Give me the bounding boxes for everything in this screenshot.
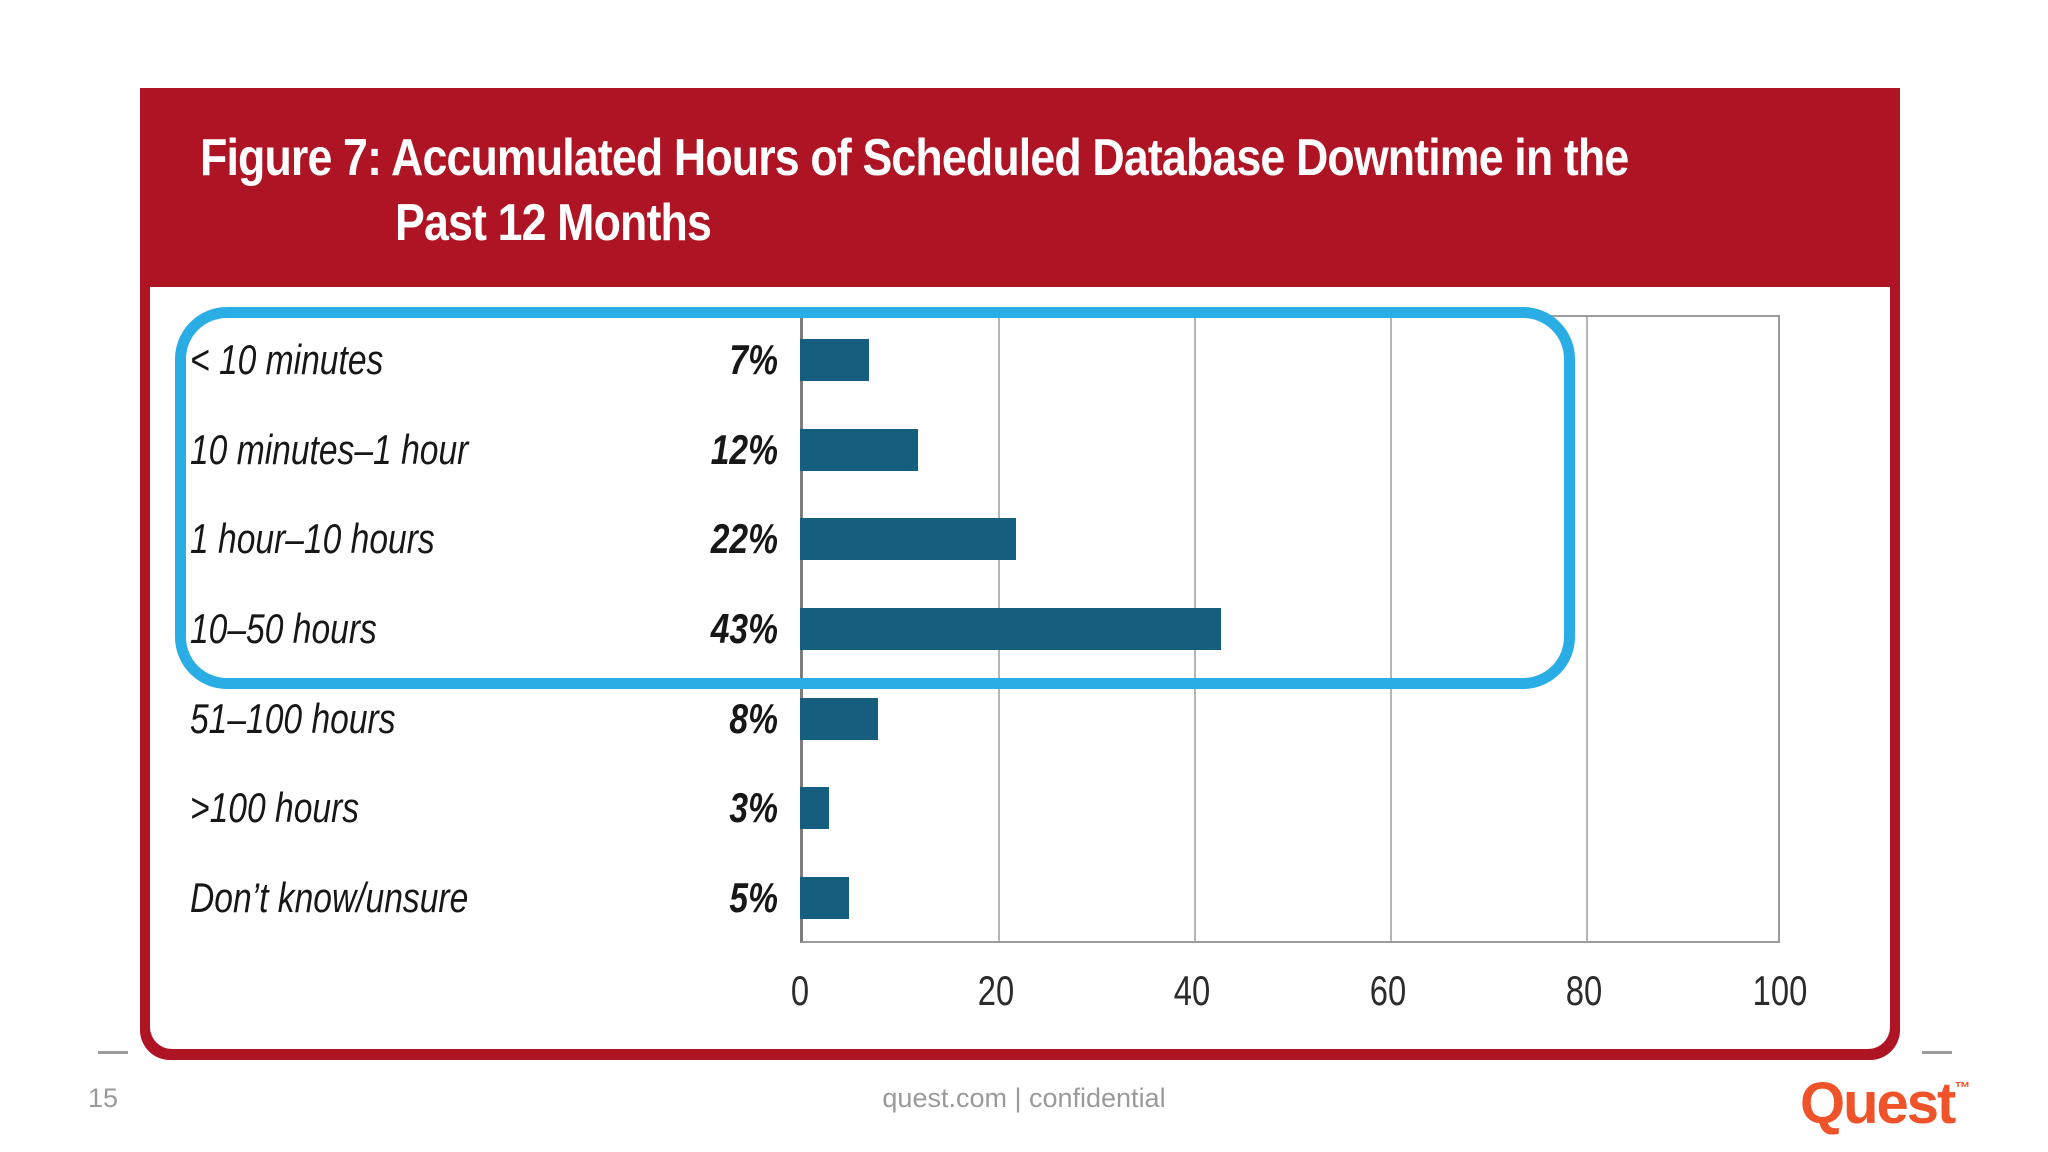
chart-row: 51–100 hours 8%: [190, 674, 1780, 764]
x-tick-40: 40: [1173, 967, 1211, 1014]
bar: [800, 787, 830, 830]
value-label: 3%: [729, 784, 778, 832]
gridline-60: [1390, 317, 1392, 941]
bar-zone: [800, 584, 1780, 674]
x-axis-ticks: 0 20 40 60 80 100: [791, 967, 1807, 1014]
category-label: 1 hour–10 hours: [190, 515, 435, 563]
bar-zone: [800, 764, 1780, 854]
x-tick-0: 0: [790, 967, 810, 1014]
category-label: >100 hours: [190, 784, 360, 832]
value-label: 8%: [729, 694, 778, 742]
footer-right-rule: [1922, 1051, 1952, 1054]
footer-left-rule: [98, 1051, 128, 1054]
chart-row: 10–50 hours 43%: [190, 584, 1780, 674]
x-tick-100: 100: [1752, 967, 1808, 1014]
bar-zone: [800, 494, 1780, 584]
category-label: 10 minutes–1 hour: [190, 425, 469, 473]
x-tick-80: 80: [1565, 967, 1603, 1014]
category-label: 10–50 hours: [190, 605, 377, 653]
gridline-80: [1586, 317, 1588, 941]
bar-zone: [800, 315, 1780, 405]
value-label: 5%: [729, 874, 778, 922]
value-label: 12%: [710, 425, 778, 473]
category-label: Don’t know/unsure: [190, 874, 469, 922]
chart-row: 10 minutes–1 hour 12%: [190, 405, 1780, 495]
x-tick-60: 60: [1369, 967, 1407, 1014]
value-label: 7%: [729, 335, 778, 383]
chart-row: < 10 minutes 7%: [190, 315, 1780, 405]
bar-zone: [800, 674, 1780, 764]
value-label: 43%: [710, 605, 778, 653]
chart-row: 1 hour–10 hours 22%: [190, 494, 1780, 584]
slide-panel: Figure 7: Accumulated Hours of Scheduled…: [140, 88, 1900, 1060]
bar-zone: [800, 405, 1780, 495]
bar-rows: < 10 minutes 7% 10 minutes–1 hour 12% 1 hour…: [190, 315, 1780, 943]
page-number: 15: [88, 1083, 119, 1113]
trademark-symbol: ™: [1954, 1080, 1971, 1097]
bar: [800, 428, 918, 471]
bar: [800, 697, 879, 740]
chart-card: 0 20 40 60 80 100 < 10 minutes 7% 10 minutes–1 …: [150, 287, 1890, 1049]
quest-logo: Quest™: [1800, 1070, 1970, 1137]
bar: [800, 518, 1016, 561]
bar: [800, 338, 869, 381]
chart-row: Don’t know/unsure 5%: [190, 853, 1780, 943]
category-label: 51–100 hours: [190, 694, 396, 742]
footer-text: quest.com | confidential: [882, 1083, 1166, 1113]
figure-title-line-2: Past 12 Months: [395, 194, 712, 252]
figure-title-line-1: Figure 7: Accumulated Hours of Scheduled…: [200, 129, 1629, 187]
category-label: < 10 minutes: [190, 335, 384, 383]
bar-zone: [800, 853, 1780, 943]
quest-logo-text: Quest: [1800, 1071, 1956, 1136]
bar: [800, 877, 849, 920]
value-label: 22%: [710, 515, 778, 563]
chart-row: >100 hours 3%: [190, 764, 1780, 854]
x-tick-20: 20: [977, 967, 1015, 1014]
bar: [800, 608, 1222, 651]
